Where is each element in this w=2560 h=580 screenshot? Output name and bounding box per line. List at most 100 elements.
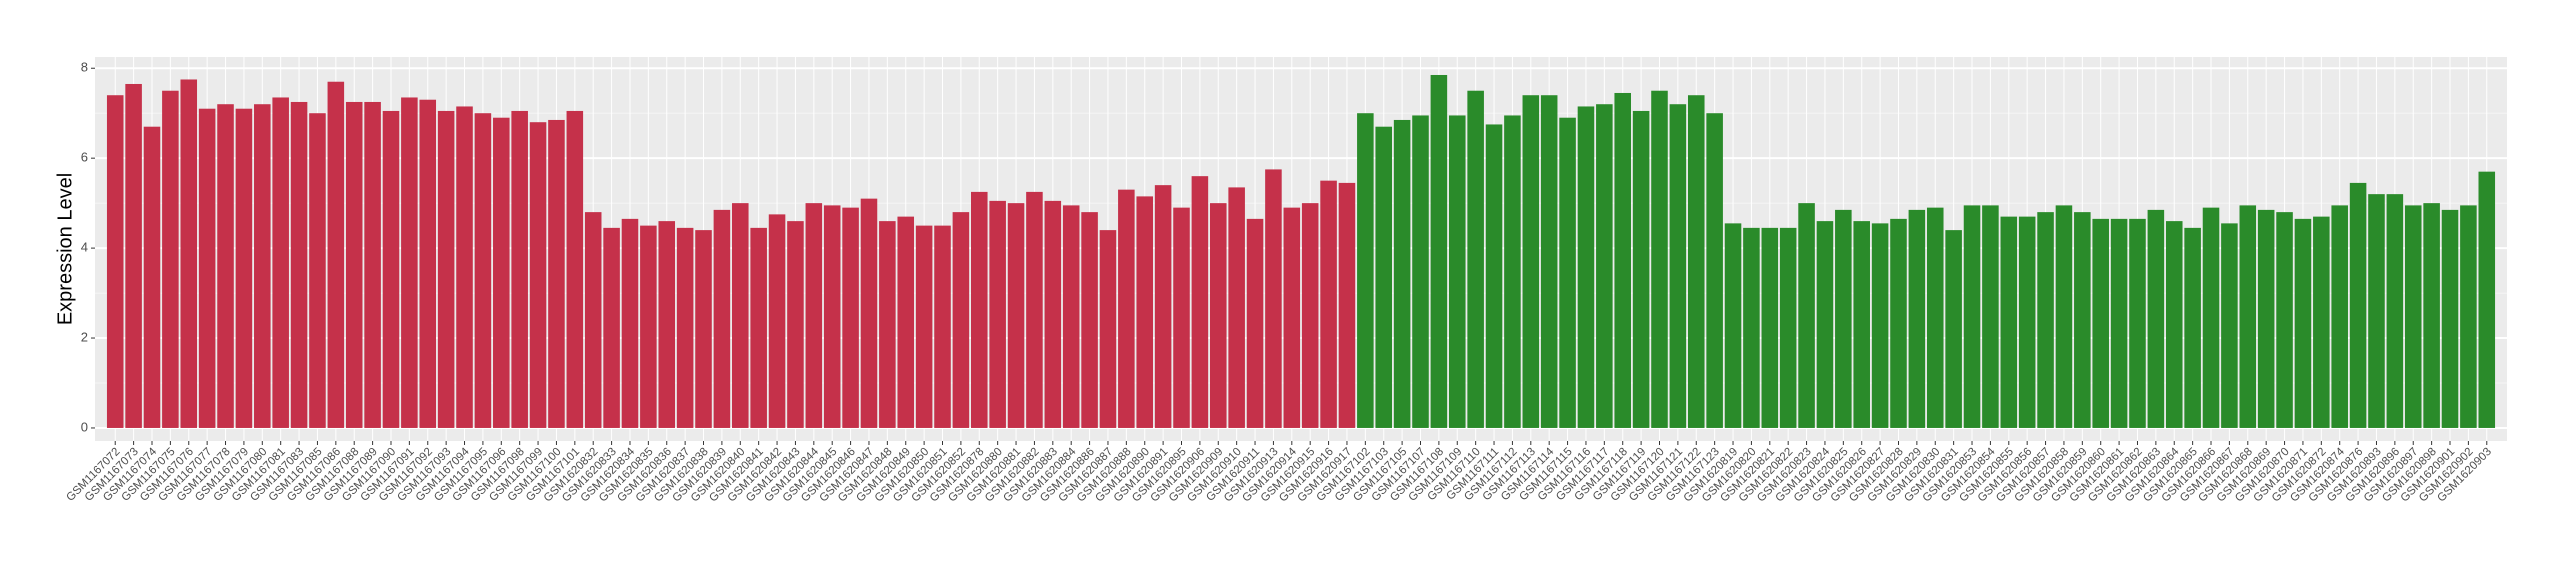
bar bbox=[1485, 124, 1503, 428]
bar bbox=[2404, 205, 2422, 428]
bar bbox=[1687, 95, 1705, 428]
bar bbox=[952, 212, 970, 428]
bar bbox=[1890, 218, 1907, 428]
bar bbox=[2202, 207, 2220, 428]
bar bbox=[1412, 115, 1429, 428]
bar bbox=[823, 205, 841, 428]
bar bbox=[805, 203, 823, 428]
bar bbox=[125, 83, 142, 428]
bar bbox=[713, 209, 731, 428]
bar bbox=[621, 218, 639, 428]
bar bbox=[989, 200, 1006, 428]
bar bbox=[2460, 205, 2477, 428]
bar bbox=[1577, 106, 1595, 428]
bar bbox=[915, 225, 933, 428]
bar bbox=[1632, 110, 1650, 428]
bar bbox=[1614, 92, 1631, 428]
bar bbox=[1320, 180, 1337, 428]
bar bbox=[1283, 207, 1301, 428]
bar bbox=[1945, 230, 1962, 428]
bar bbox=[1357, 113, 1374, 428]
bar bbox=[345, 101, 363, 428]
bar bbox=[2441, 209, 2459, 428]
bar bbox=[401, 97, 418, 428]
bar bbox=[897, 216, 915, 428]
bar bbox=[879, 221, 896, 428]
bar bbox=[1467, 90, 1484, 428]
bar bbox=[2221, 223, 2238, 428]
bar bbox=[860, 198, 878, 428]
bar bbox=[198, 108, 216, 428]
bar bbox=[529, 122, 547, 428]
bar bbox=[364, 101, 381, 428]
bar bbox=[1448, 115, 1466, 428]
bar bbox=[934, 225, 951, 428]
bar bbox=[768, 214, 786, 428]
bar bbox=[235, 108, 253, 428]
bar bbox=[162, 90, 179, 428]
bar bbox=[1062, 205, 1080, 428]
bar bbox=[1007, 203, 1025, 428]
y-axis-label: Expression Level bbox=[54, 173, 76, 325]
bar bbox=[2349, 182, 2367, 428]
bar bbox=[658, 221, 676, 428]
bar bbox=[1651, 90, 1668, 428]
bar bbox=[603, 227, 620, 428]
bar bbox=[1540, 95, 1558, 428]
bar bbox=[1338, 182, 1356, 428]
bar bbox=[1228, 187, 1245, 428]
bar bbox=[309, 113, 326, 428]
bar bbox=[1099, 230, 1117, 428]
bar bbox=[493, 117, 510, 428]
bar bbox=[1963, 205, 1981, 428]
bar bbox=[2129, 218, 2146, 428]
bar bbox=[2000, 216, 2018, 428]
bar bbox=[1559, 117, 1576, 428]
bar bbox=[143, 126, 161, 428]
bar bbox=[2331, 205, 2348, 428]
bar bbox=[2184, 227, 2201, 428]
bar bbox=[1430, 74, 1448, 428]
bar bbox=[2239, 205, 2257, 428]
bar bbox=[290, 101, 308, 428]
bar bbox=[2092, 218, 2109, 428]
bar bbox=[2368, 194, 2385, 428]
bar bbox=[566, 110, 584, 428]
bar bbox=[1173, 207, 1190, 428]
bar bbox=[2257, 209, 2275, 428]
bar bbox=[1706, 113, 1723, 428]
bar bbox=[2110, 218, 2128, 428]
bar bbox=[382, 110, 400, 428]
bar bbox=[327, 81, 345, 428]
bar bbox=[1596, 104, 1613, 428]
bar bbox=[750, 227, 767, 428]
y-tick-label: 8 bbox=[81, 60, 88, 75]
bar bbox=[1375, 126, 1393, 428]
bar bbox=[1136, 196, 1154, 428]
bar bbox=[456, 106, 473, 428]
bar bbox=[1779, 227, 1797, 428]
bar bbox=[971, 191, 988, 428]
bar bbox=[2055, 205, 2073, 428]
bar bbox=[1853, 221, 1870, 428]
bar bbox=[2037, 212, 2054, 428]
bar bbox=[106, 95, 124, 428]
bar bbox=[1154, 185, 1172, 428]
bar bbox=[732, 203, 749, 428]
bar bbox=[2276, 212, 2293, 428]
bar bbox=[2165, 221, 2183, 428]
bar bbox=[2423, 203, 2440, 428]
bar bbox=[640, 225, 657, 428]
bar bbox=[1908, 209, 1926, 428]
bar bbox=[1301, 203, 1319, 428]
bar bbox=[1265, 169, 1282, 428]
bar bbox=[180, 79, 198, 428]
bar bbox=[1044, 200, 1062, 428]
bar bbox=[2147, 209, 2165, 428]
bar bbox=[1724, 223, 1742, 428]
bar bbox=[1835, 209, 1852, 428]
bar bbox=[1761, 227, 1779, 428]
y-tick-label: 4 bbox=[81, 240, 88, 255]
bar bbox=[1246, 218, 1264, 428]
bar bbox=[2018, 216, 2036, 428]
